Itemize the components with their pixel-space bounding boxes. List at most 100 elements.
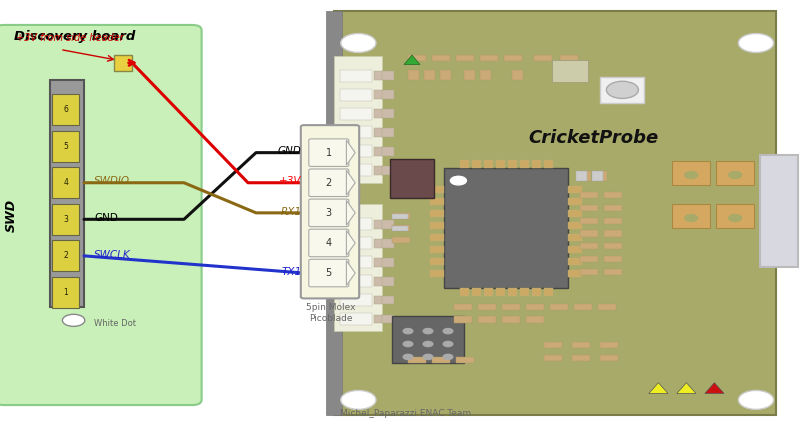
Text: +3V: +3V	[279, 176, 302, 187]
Polygon shape	[677, 383, 696, 393]
Circle shape	[62, 314, 85, 326]
Bar	[382, 277, 394, 286]
Bar	[374, 315, 386, 323]
Text: 2: 2	[326, 178, 332, 188]
Bar	[484, 288, 493, 296]
Bar	[432, 357, 450, 363]
Bar	[432, 55, 450, 61]
Text: 1: 1	[63, 288, 68, 297]
Bar	[502, 316, 520, 322]
FancyBboxPatch shape	[309, 229, 349, 257]
Text: SWD: SWD	[5, 198, 18, 232]
Bar	[464, 70, 475, 80]
Text: Michel_Paparazzi ENAC Team: Michel_Paparazzi ENAC Team	[340, 409, 471, 418]
Bar	[340, 164, 372, 176]
Circle shape	[341, 34, 376, 52]
Bar	[568, 222, 582, 229]
Bar	[340, 218, 372, 230]
Bar	[560, 55, 578, 61]
Bar	[604, 205, 622, 211]
Bar	[374, 71, 386, 80]
Bar	[478, 316, 496, 322]
Bar	[52, 240, 79, 271]
Text: GND: GND	[94, 213, 118, 223]
Bar	[340, 89, 372, 101]
Bar	[568, 210, 582, 217]
Bar	[760, 155, 798, 267]
Bar	[340, 108, 372, 120]
Circle shape	[423, 341, 433, 347]
Circle shape	[606, 81, 638, 98]
Text: White Dot: White Dot	[94, 319, 136, 328]
Bar	[392, 225, 410, 231]
Bar	[334, 204, 382, 331]
Bar	[334, 11, 776, 415]
Bar	[382, 166, 394, 175]
Text: GND: GND	[278, 145, 302, 156]
Text: SWCLK: SWCLK	[94, 249, 131, 260]
Bar	[454, 304, 472, 310]
Bar	[340, 313, 372, 325]
Circle shape	[729, 215, 742, 221]
Bar	[568, 186, 582, 193]
Bar	[502, 304, 520, 310]
Text: 2: 2	[63, 252, 68, 260]
Text: CricketProbe: CricketProbe	[528, 129, 658, 147]
Bar	[496, 160, 505, 168]
Bar	[580, 256, 598, 262]
Bar	[340, 145, 372, 157]
Polygon shape	[404, 55, 420, 64]
Bar	[392, 316, 464, 363]
Bar	[496, 288, 505, 296]
Circle shape	[443, 354, 453, 359]
Bar	[340, 126, 372, 138]
Bar	[600, 355, 618, 361]
Bar	[374, 220, 386, 229]
Bar	[340, 256, 372, 268]
Bar	[52, 131, 79, 162]
Polygon shape	[346, 200, 355, 225]
Bar	[480, 70, 491, 80]
Bar	[600, 342, 618, 348]
Bar	[382, 147, 394, 156]
Bar	[454, 316, 472, 322]
Bar	[382, 296, 394, 304]
Circle shape	[403, 329, 413, 334]
Bar	[334, 56, 382, 183]
Bar	[114, 55, 132, 71]
Text: 3: 3	[326, 208, 332, 218]
Bar	[390, 159, 434, 198]
Text: 5: 5	[63, 142, 68, 150]
Text: 4: 4	[63, 178, 68, 187]
FancyBboxPatch shape	[0, 25, 202, 405]
Bar	[580, 171, 591, 181]
Bar	[430, 234, 444, 241]
Bar	[340, 275, 372, 287]
Circle shape	[443, 329, 453, 334]
Bar	[52, 167, 79, 198]
Bar	[374, 90, 386, 99]
Bar	[580, 218, 598, 224]
Bar	[532, 160, 541, 168]
FancyBboxPatch shape	[301, 125, 359, 298]
Bar	[604, 218, 622, 224]
Bar	[392, 213, 410, 219]
Bar	[374, 258, 386, 267]
Bar	[580, 205, 598, 211]
Bar	[374, 166, 386, 175]
Bar	[552, 60, 588, 82]
Bar	[580, 192, 598, 198]
Bar	[382, 128, 394, 137]
Bar	[456, 55, 474, 61]
Bar	[580, 243, 598, 249]
Bar	[326, 11, 342, 415]
Bar	[374, 147, 386, 156]
Bar	[340, 237, 372, 249]
FancyBboxPatch shape	[309, 199, 349, 227]
Bar	[672, 204, 710, 228]
Bar	[382, 71, 394, 80]
Bar	[604, 256, 622, 262]
Circle shape	[685, 215, 698, 221]
Bar	[716, 204, 754, 228]
Bar	[598, 304, 616, 310]
